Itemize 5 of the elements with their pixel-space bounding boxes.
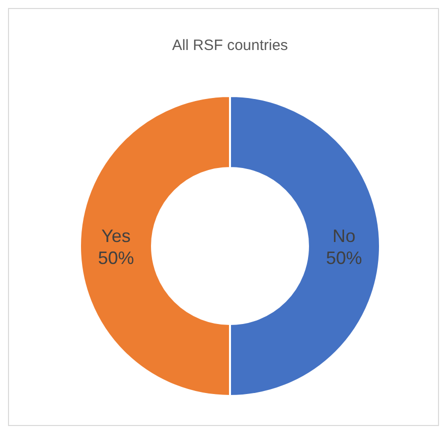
data-label: 50% — [326, 248, 362, 268]
chart-title: All RSF countries — [172, 37, 288, 54]
slice-label: No — [332, 226, 356, 246]
data-label: 50% — [98, 248, 134, 268]
slice-label: Yes — [101, 226, 131, 246]
